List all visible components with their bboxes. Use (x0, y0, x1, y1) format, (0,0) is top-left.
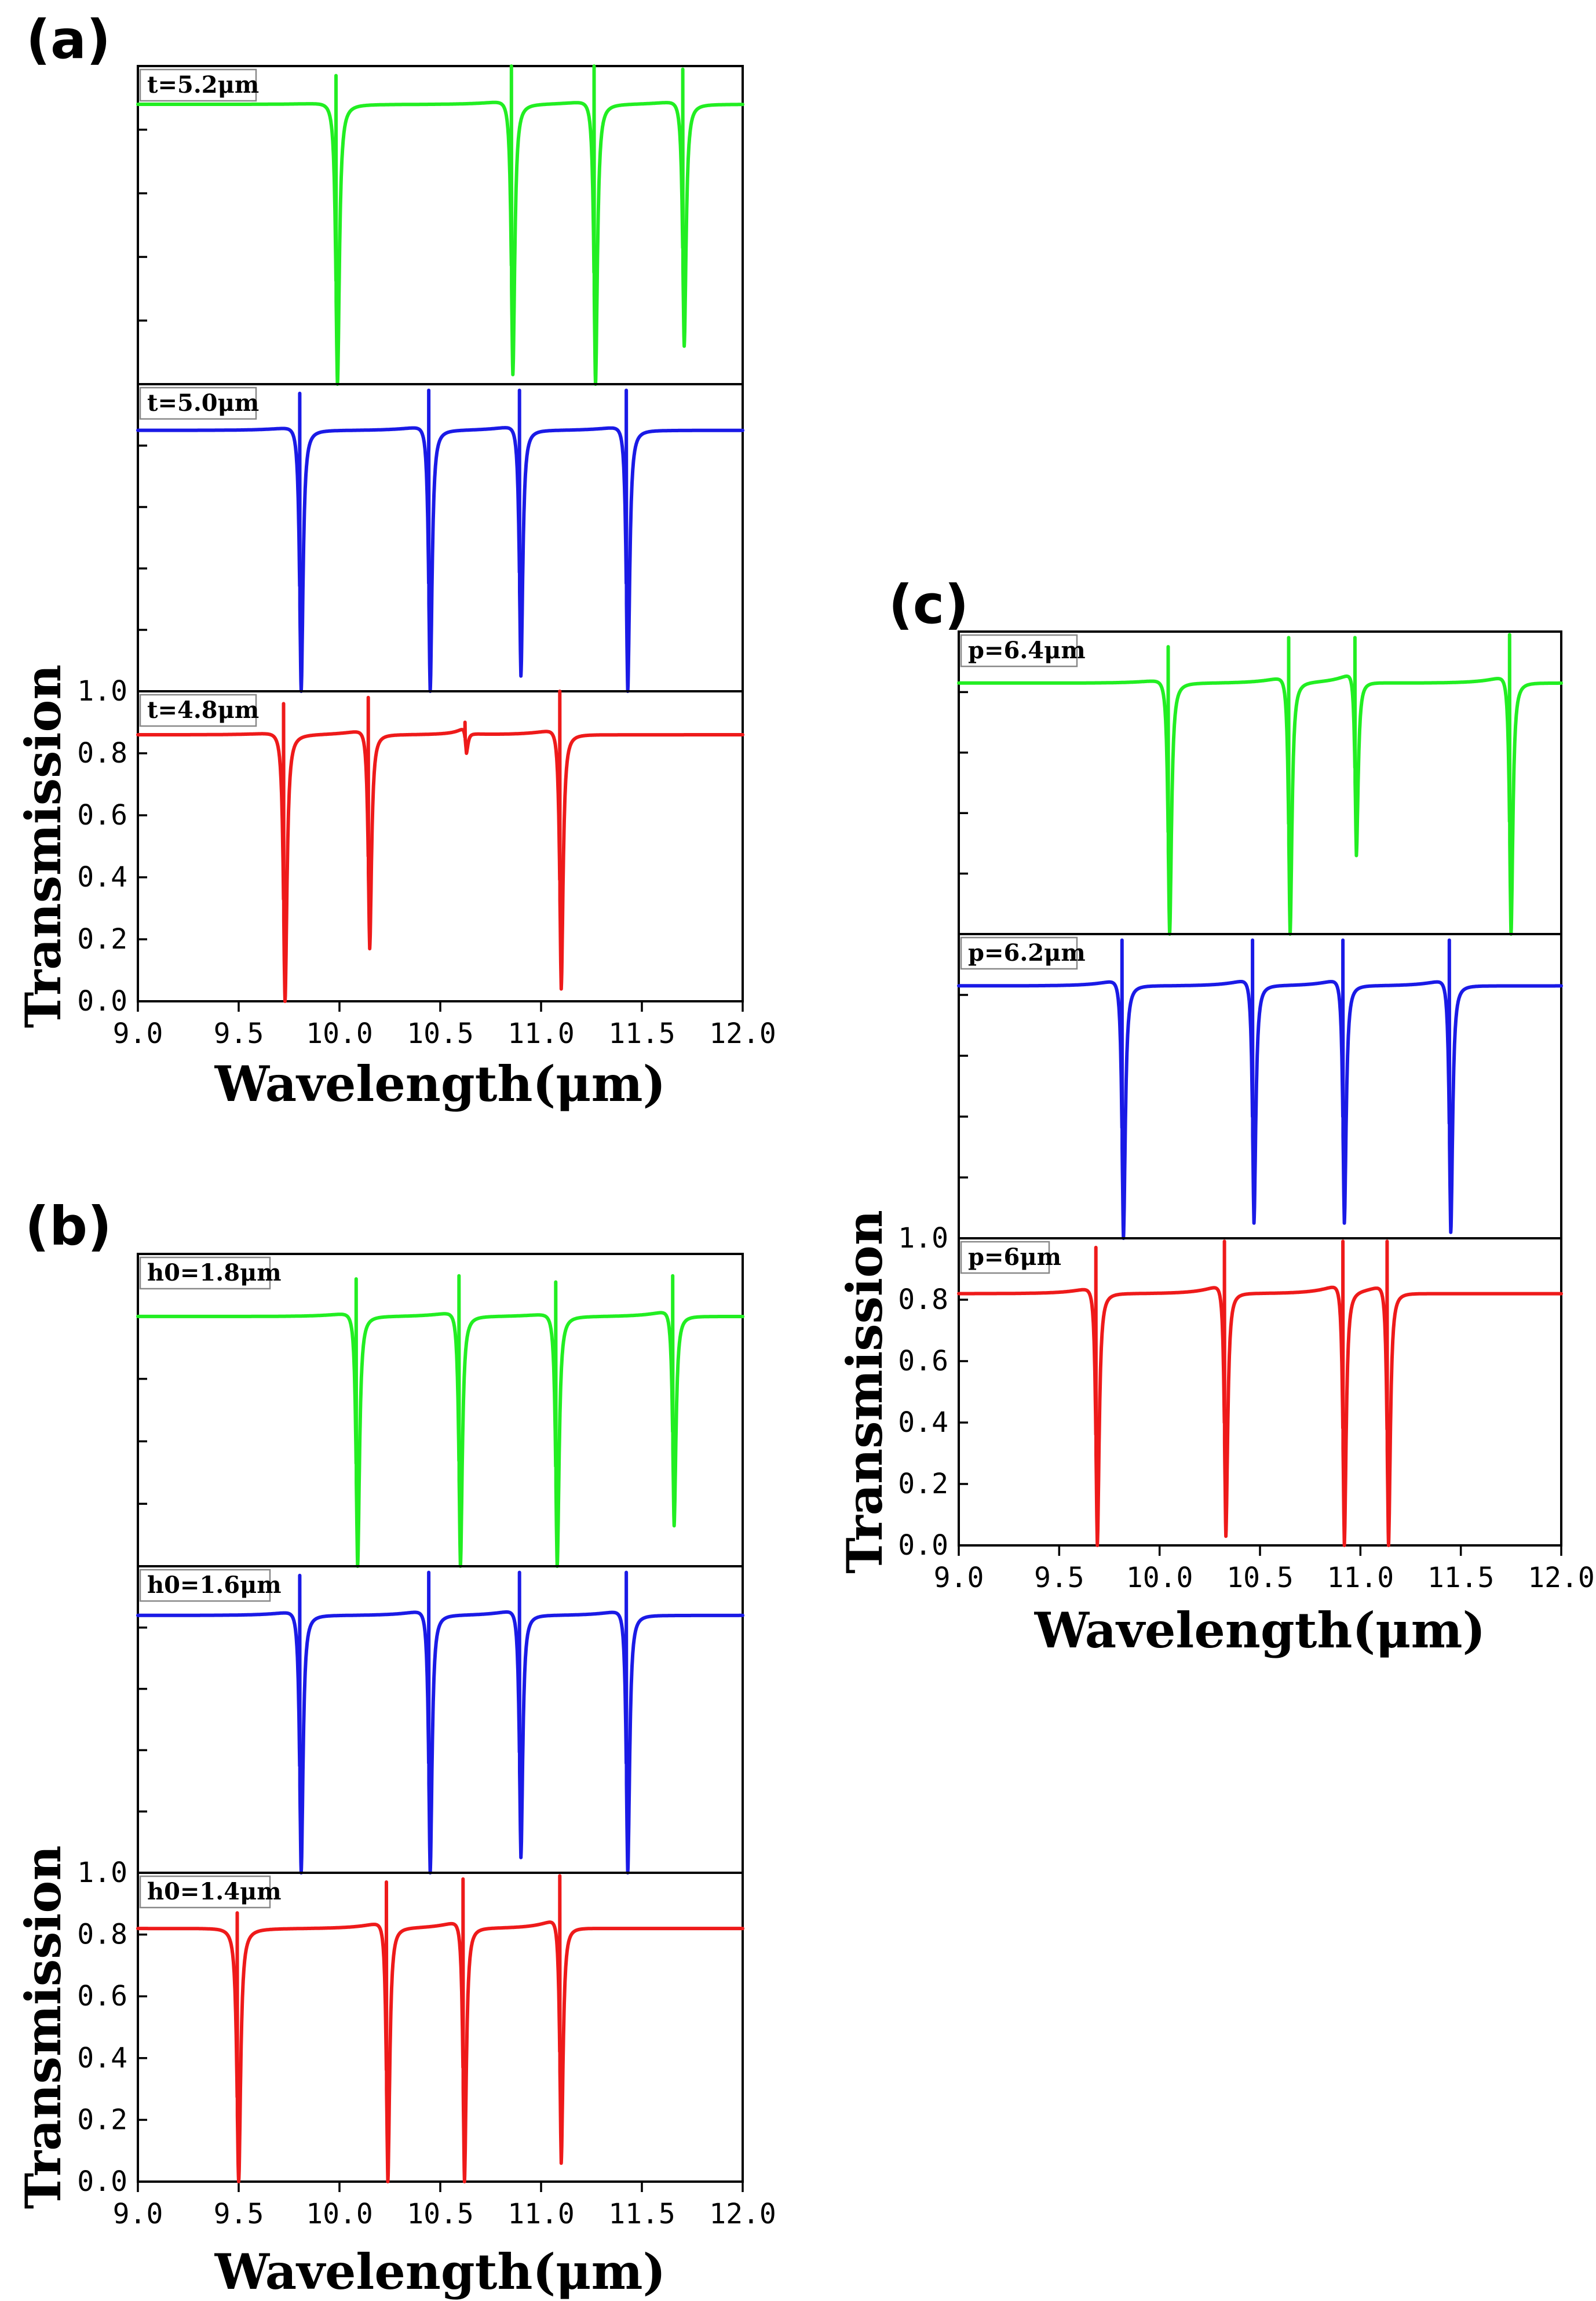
y-tick-label: 0.8 (77, 737, 127, 770)
legend-box (960, 1241, 1050, 1274)
subplot-1: h0=1.8μm (136, 1253, 744, 1568)
legend-label: p=6.2μm (968, 939, 1086, 967)
panel-label: (c) (889, 574, 969, 636)
subplot-1: t=5.2μm (136, 64, 744, 386)
y-tick-label: 0.0 (77, 985, 127, 1018)
panel-label: (b) (25, 1195, 112, 1257)
series-line (136, 1874, 744, 2183)
x-tick-label: 9.0 (113, 2198, 163, 2230)
plot-frame (958, 1237, 1562, 1547)
subplot-3: 0.0 0.2 0.4 0.6 0.8 1.0 9.0 9.5 10.0 10.5 11.0 11.5… (77, 1857, 776, 2230)
x-tick-label: 9.0 (113, 1018, 163, 1050)
series-line (957, 633, 1563, 936)
chart-panel-a: (a) t=5.2μm t=5.0μm 0.0 0.2 0.4 0.6 0.8 1.0 9.0 9.… (14, 9, 776, 1113)
series-line (136, 1274, 744, 1568)
x-tick-label: 11.5 (608, 2198, 675, 2230)
y-tick-label: 1.0 (77, 1857, 127, 1889)
x-tick-label: 10.0 (1126, 1562, 1193, 1594)
x-tick-label: 11.0 (1327, 1562, 1394, 1594)
series-line (136, 690, 744, 1003)
y-tick-label: 0.4 (77, 861, 127, 894)
legend-label: p=6.4μm (968, 637, 1086, 664)
x-tick-label: 12.0 (1528, 1562, 1595, 1594)
x-tick-label: 9.5 (214, 1018, 264, 1050)
legend-box (139, 1875, 271, 1909)
y-tick-label: 0.6 (898, 1345, 948, 1377)
y-tick-label: 1.0 (898, 1222, 948, 1255)
plot-frame (137, 1872, 744, 2183)
series-line (136, 1570, 744, 1875)
legend-label: h0=1.6μm (147, 1571, 282, 1599)
panel-label: (a) (26, 9, 111, 71)
plot-frame (958, 630, 1562, 935)
legend-box (139, 68, 257, 102)
y-tick-label: 0.8 (898, 1283, 948, 1316)
x-tick-label: 10.0 (306, 1018, 373, 1050)
y-tick-label: 0.2 (898, 1468, 948, 1500)
y-tick-label: 0.8 (77, 1919, 127, 1951)
legend-label: p=6μm (968, 1244, 1061, 1271)
legend-label: t=4.8μm (147, 697, 259, 724)
y-axis-title: Transmission (14, 665, 72, 1029)
series-line (957, 1239, 1563, 1547)
subplot-3: 0.0 0.2 0.4 0.6 0.8 1.0 9.0 9.5 10.0 10.5 11.0 11.5… (898, 1222, 1595, 1594)
y-tick-label: 0.0 (898, 1529, 948, 1562)
legend-box (139, 694, 257, 727)
subplot-2: p=6.2μm (957, 933, 1563, 1240)
y-tick-label: 0.6 (77, 1980, 127, 2012)
plot-frame (958, 933, 1562, 1239)
y-axis-title: Transmission (836, 1210, 893, 1574)
y-tick-label: 0.6 (77, 799, 127, 832)
x-tick-label: 10.5 (407, 2198, 474, 2230)
series-line (957, 938, 1563, 1240)
y-tick-label: 0.2 (77, 923, 127, 956)
y-tick-label: 0.0 (77, 2165, 127, 2198)
legend-box (960, 936, 1078, 970)
x-tick-label: 11.5 (1427, 1562, 1495, 1594)
x-tick-label: 10.5 (407, 1018, 474, 1050)
legend-box (960, 634, 1078, 668)
x-tick-label: 11.0 (507, 2198, 575, 2230)
legend-box (139, 386, 257, 420)
y-tick-label: 1.0 (77, 675, 127, 708)
y-axis-title: Transmission (14, 1846, 72, 2209)
x-axis-title: Wavelength(μm) (214, 2243, 666, 2300)
subplot-1: p=6.4μm (957, 630, 1563, 936)
subplot-2: h0=1.6μm (136, 1565, 744, 1875)
plot-frame (137, 1565, 744, 1874)
legend-label: t=5.0μm (147, 389, 259, 417)
x-tick-label: 11.5 (608, 1018, 675, 1050)
x-axis-title: Wavelength(μm) (1034, 1602, 1486, 1659)
subplot-3: 0.0 0.2 0.4 0.6 0.8 1.0 9.0 9.5 10.0 10.5 11.0 11.5… (77, 675, 776, 1050)
y-tick-label: 0.2 (77, 2103, 127, 2136)
x-tick-label: 11.0 (507, 1018, 575, 1050)
x-tick-label: 10.0 (306, 2198, 373, 2230)
x-tick-label: 9.5 (1034, 1562, 1084, 1594)
series-line (136, 388, 744, 693)
legend-box (139, 1256, 271, 1290)
x-axis-title: Wavelength(μm) (214, 1055, 666, 1113)
legend-box (139, 1569, 271, 1602)
plot-frame (137, 690, 744, 1002)
chart-panel-c: (c)p=6.4μm p=6.2μm 0.0 0.2 0.4 0.6 0.8 1.0 9.0 9.… (836, 574, 1595, 1659)
x-tick-label: 10.5 (1226, 1562, 1294, 1594)
plot-frame (137, 1253, 744, 1567)
y-tick-label: 0.4 (77, 2042, 127, 2074)
x-tick-label: 12.0 (709, 1018, 776, 1050)
x-tick-label: 12.0 (709, 2198, 776, 2230)
x-tick-label: 9.5 (214, 2198, 264, 2230)
legend-label: t=5.2μm (147, 71, 259, 99)
legend-label: h0=1.8μm (147, 1259, 282, 1286)
x-tick-label: 9.0 (934, 1562, 984, 1594)
subplot-2: t=5.0μm (136, 383, 744, 693)
plot-frame (137, 65, 744, 385)
series-line (136, 64, 744, 386)
chart-panel-b: (b) h0=1.8μm h0=1.6μm 0.0 0.2 0.4 0.6 0.8 1.0 9.0… (14, 1195, 776, 2300)
y-tick-label: 0.4 (898, 1406, 948, 1439)
legend-label: h0=1.4μm (147, 1878, 282, 1905)
